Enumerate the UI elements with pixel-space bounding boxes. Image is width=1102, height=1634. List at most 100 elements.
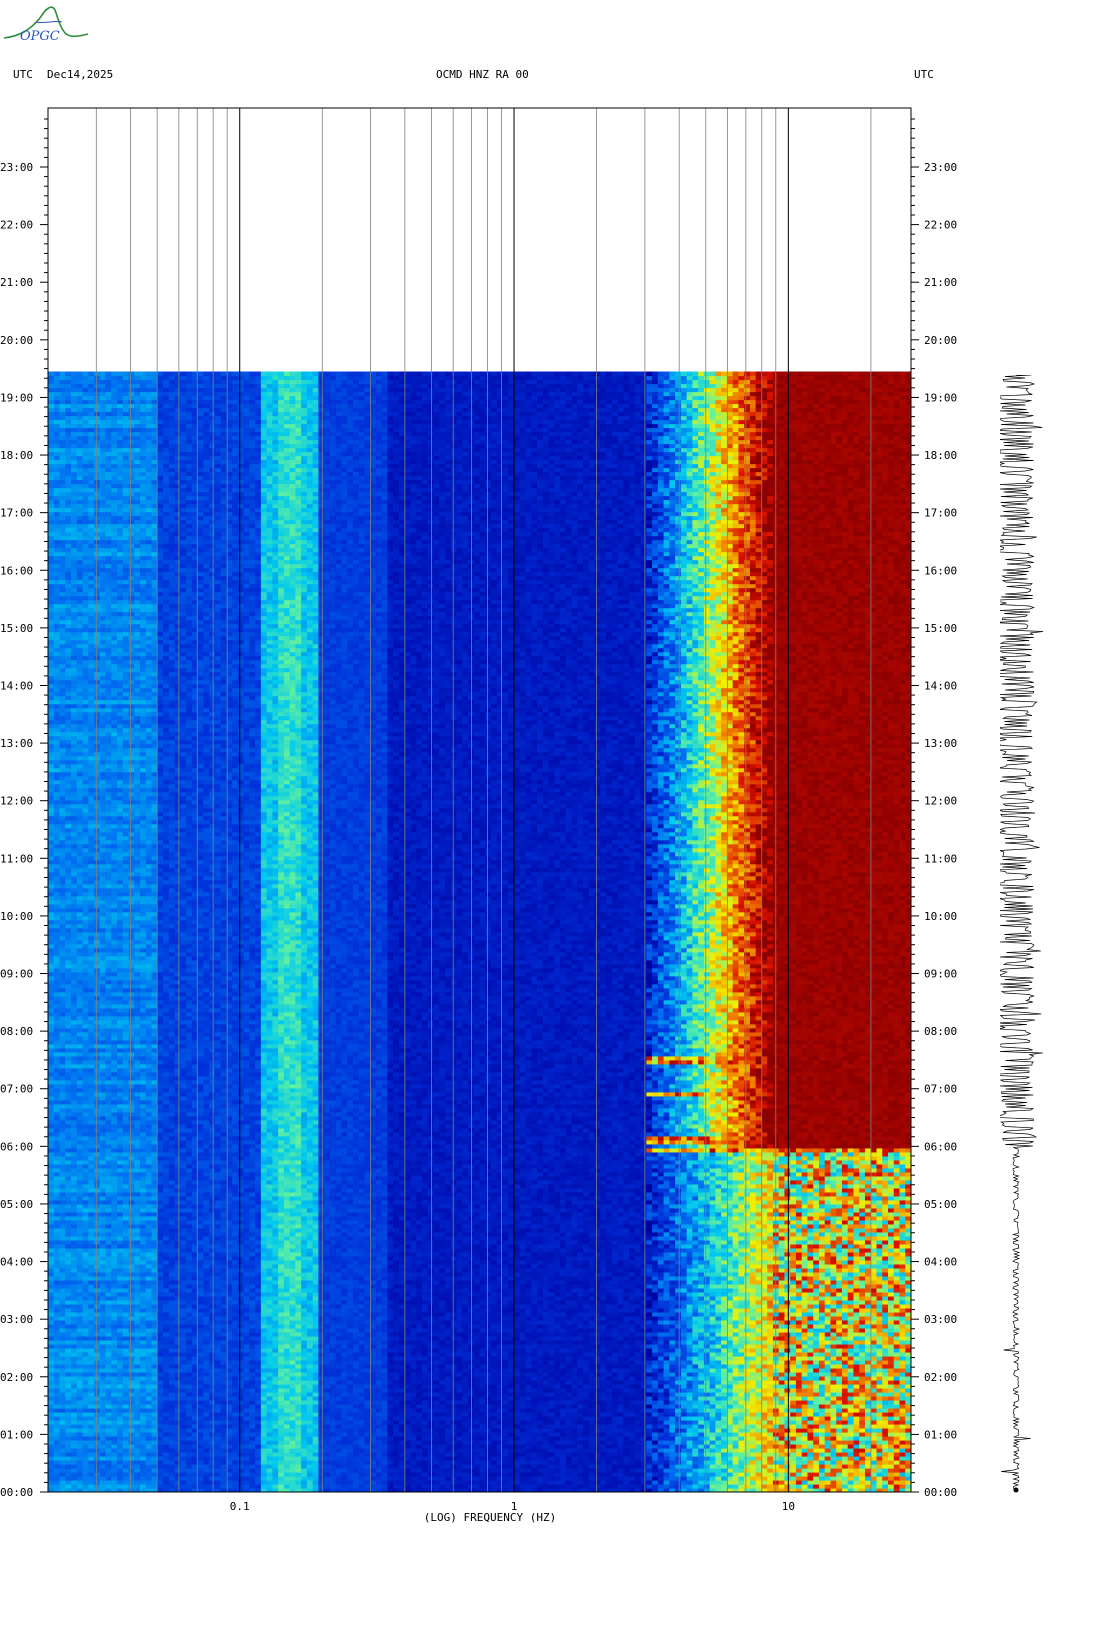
heatmap-cell	[692, 1463, 699, 1469]
heatmap-cell	[732, 1387, 739, 1393]
heatmap-cell	[646, 1431, 653, 1437]
heatmap-cell	[577, 1475, 584, 1481]
heatmap-cell	[168, 1419, 176, 1425]
heatmap-cell	[450, 1479, 458, 1485]
heatmap-cell	[157, 1407, 164, 1413]
heatmap-cell	[456, 1463, 463, 1469]
heatmap-cell	[479, 1479, 486, 1485]
heatmap-cell	[485, 1415, 492, 1421]
heatmap-cell	[180, 1435, 187, 1441]
heatmap-cell	[537, 1479, 544, 1485]
heatmap-cell	[583, 1443, 590, 1449]
heatmap-cell	[232, 1427, 239, 1433]
heatmap-cell	[352, 1455, 360, 1461]
heatmap-cell	[905, 1379, 911, 1385]
heatmap-cell	[876, 1379, 883, 1385]
heatmap-cell	[439, 1395, 446, 1401]
heatmap-cell	[134, 1415, 141, 1421]
heatmap-cell	[824, 1479, 832, 1485]
heatmap-cell	[151, 1419, 158, 1425]
heatmap-cell	[801, 1463, 809, 1469]
heatmap-cell	[859, 1463, 866, 1469]
heatmap-cell	[145, 1431, 153, 1437]
heatmap-cell	[807, 1403, 814, 1409]
heatmap-cell	[479, 1427, 486, 1433]
heatmap-cell	[220, 1363, 227, 1369]
heatmap-cell	[508, 1459, 515, 1465]
heatmap-cell	[663, 1484, 670, 1489]
heatmap-cell	[59, 1391, 66, 1397]
heatmap-cell	[387, 1463, 394, 1469]
heatmap-cell	[767, 1379, 774, 1385]
heatmap-cell	[272, 1383, 279, 1389]
heatmap-cell	[232, 1484, 239, 1489]
heatmap-cell	[853, 1363, 860, 1369]
heatmap-cell	[410, 1391, 417, 1397]
heatmap-cell	[462, 1383, 469, 1389]
heatmap-cell	[306, 1479, 314, 1485]
heatmap-cell	[738, 1484, 745, 1489]
heatmap-cell	[473, 1447, 481, 1453]
heatmap-cell	[882, 1447, 889, 1453]
heatmap-cell	[560, 1407, 567, 1413]
heatmap-cell	[105, 1359, 112, 1365]
heatmap-cell	[203, 1459, 210, 1465]
heatmap-cell	[767, 1439, 774, 1445]
heatmap-cell	[289, 1363, 296, 1369]
heatmap-cell	[548, 1479, 555, 1485]
heatmap-cell	[905, 1431, 911, 1437]
heatmap-cell	[255, 1431, 262, 1437]
heatmap-cell	[450, 1439, 458, 1445]
heatmap-cell	[841, 1419, 849, 1425]
heatmap-cell	[767, 1383, 774, 1389]
heatmap-cell	[899, 1471, 906, 1477]
heatmap-cell	[519, 1435, 527, 1441]
heatmap-cell	[237, 1447, 245, 1453]
heatmap-cell	[542, 1383, 550, 1389]
heatmap-cell	[623, 1387, 630, 1393]
heatmap-cell	[260, 1435, 268, 1441]
heatmap-cell	[537, 1415, 544, 1421]
heatmap-cell	[94, 1363, 101, 1369]
heatmap-cell	[709, 1359, 716, 1365]
heatmap-cell	[220, 1459, 227, 1465]
heatmap-cell	[715, 1431, 722, 1437]
heatmap-cell	[784, 1363, 791, 1369]
heatmap-cell	[358, 1488, 366, 1492]
heatmap-cell	[801, 1367, 809, 1373]
heatmap-cell	[249, 1363, 256, 1369]
heatmap-cell	[145, 1367, 153, 1373]
header-right-utc: UTC	[914, 68, 934, 81]
heatmap-cell	[393, 1467, 400, 1473]
heatmap-cell	[491, 1467, 498, 1473]
heatmap-cell	[312, 1387, 319, 1393]
heatmap-cell	[594, 1484, 601, 1489]
heatmap-cell	[738, 1363, 745, 1369]
heatmap-cell	[301, 1391, 308, 1397]
heatmap-cell	[214, 1455, 222, 1461]
heatmap-cell	[260, 1363, 268, 1369]
heatmap-cell	[767, 1479, 774, 1485]
heatmap-cell	[88, 1467, 95, 1473]
heatmap-cell	[698, 1383, 705, 1389]
heatmap-cell	[375, 1471, 383, 1477]
heatmap-cell	[387, 1467, 394, 1473]
heatmap-cell	[180, 1375, 187, 1381]
heatmap-cell	[226, 1411, 233, 1417]
heatmap-cell	[893, 1387, 901, 1393]
heatmap-cell	[387, 1455, 394, 1461]
heatmap-cell	[594, 1399, 601, 1405]
heatmap-cell	[548, 1375, 555, 1381]
heatmap-cell	[352, 1371, 360, 1377]
heatmap-cell	[519, 1479, 527, 1485]
heatmap-cell	[168, 1403, 176, 1409]
heatmap-cell	[646, 1359, 653, 1365]
heatmap-cell	[456, 1399, 463, 1405]
heatmap-cell	[255, 1415, 262, 1421]
heatmap-cell	[249, 1387, 256, 1393]
heatmap-cell	[203, 1355, 210, 1361]
heatmap-cell	[272, 1447, 279, 1453]
heatmap-cell	[611, 1403, 619, 1409]
heatmap-cell	[117, 1427, 124, 1433]
heatmap-cell	[318, 1451, 325, 1457]
